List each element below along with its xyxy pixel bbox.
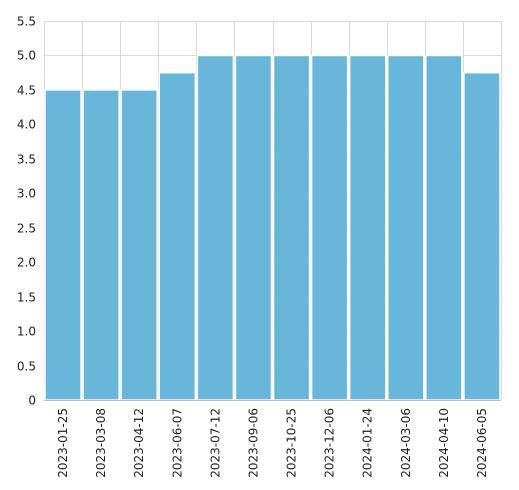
- bar-2023-04-12: [120, 89, 158, 401]
- x-tick-label: 2023-10-25: [285, 408, 299, 478]
- y-tick-label: 5.5: [17, 15, 36, 29]
- bar-2023-07-12: [196, 54, 235, 401]
- y-tick-labels: 0 0.5 1.0 1.5 2.0 2.5 3.0 3.5 4.0 4.5 5.0 5.5: [17, 15, 36, 408]
- x-tick-label: 2023-04-12: [132, 408, 146, 478]
- x-tick-label: 2024-04-10: [437, 408, 451, 478]
- bar-2024-04-10: [425, 54, 463, 401]
- y-tick-label: 4.5: [17, 84, 36, 98]
- y-tick-label: 3.5: [17, 153, 36, 167]
- y-tick-label: 1.0: [17, 325, 36, 339]
- bar-2023-06-07: [158, 71, 197, 401]
- x-tick-label: 2023-03-08: [94, 408, 108, 478]
- bar-2023-09-06: [234, 54, 273, 401]
- x-tick-label: 2024-06-05: [475, 408, 489, 478]
- bar-2023-03-08: [82, 89, 120, 401]
- x-tick-label: 2023-01-25: [56, 408, 70, 478]
- x-tick-labels: 2023-01-25 2023-03-08 2023-04-12 2023-06-07…: [56, 408, 489, 478]
- x-tick-label: 2023-12-06: [323, 408, 337, 478]
- y-tick-label: 5.0: [17, 49, 36, 63]
- y-tick-label: 2.0: [17, 256, 36, 270]
- y-tick-label: 3.0: [17, 187, 36, 201]
- bar-2024-01-24: [348, 54, 387, 401]
- bar-2023-01-25: [44, 89, 82, 401]
- y-tick-label: 0: [28, 394, 36, 408]
- bar-2023-10-25: [272, 54, 311, 401]
- x-tick-label: 2024-01-24: [361, 408, 375, 478]
- bar-2023-12-06: [310, 54, 349, 401]
- x-tick-label: 2024-03-06: [399, 408, 413, 478]
- y-tick-label: 1.5: [17, 291, 36, 305]
- x-tick-label: 2023-06-07: [170, 408, 184, 478]
- bars: [44, 54, 501, 401]
- bar-2024-03-06: [387, 54, 425, 401]
- x-tick-label: 2023-07-12: [208, 408, 222, 478]
- y-tick-label: 4.0: [17, 118, 36, 132]
- x-tick-label: 2023-09-06: [246, 408, 260, 478]
- y-tick-label: 2.5: [17, 222, 36, 236]
- y-tick-label: 0.5: [17, 360, 36, 374]
- bar-2024-06-05: [463, 71, 501, 401]
